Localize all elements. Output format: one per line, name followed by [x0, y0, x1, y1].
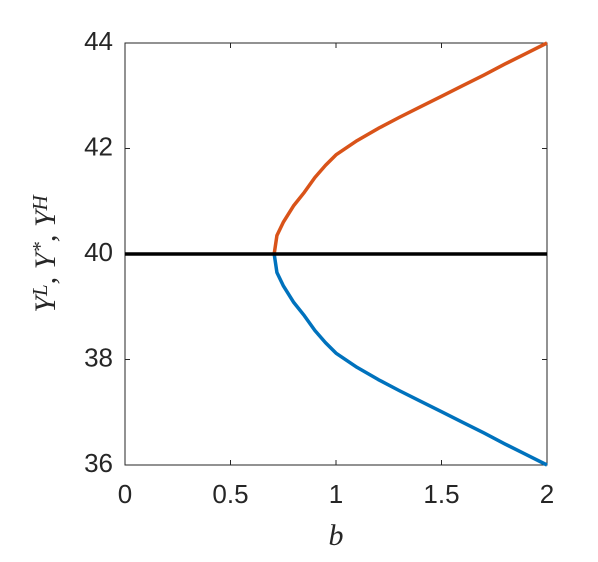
x-axis-label: b [329, 519, 344, 552]
y-tick-label: 42 [84, 131, 113, 161]
x-tick-label: 0.5 [212, 479, 248, 509]
line-series [272, 253, 548, 467]
x-tick-label: 1 [329, 479, 343, 509]
x-tick-label: 2 [540, 479, 554, 509]
y-tick-label: 40 [84, 237, 113, 267]
y-tick-label: 36 [84, 448, 113, 478]
line-series [272, 41, 548, 255]
x-tick-label: 1.5 [423, 479, 459, 509]
y-axis-label: YL, Y*, YH [28, 193, 62, 312]
x-tick-label: 0 [118, 479, 132, 509]
y-tick-label: 38 [84, 342, 113, 372]
y-tick-label: 44 [84, 26, 113, 56]
